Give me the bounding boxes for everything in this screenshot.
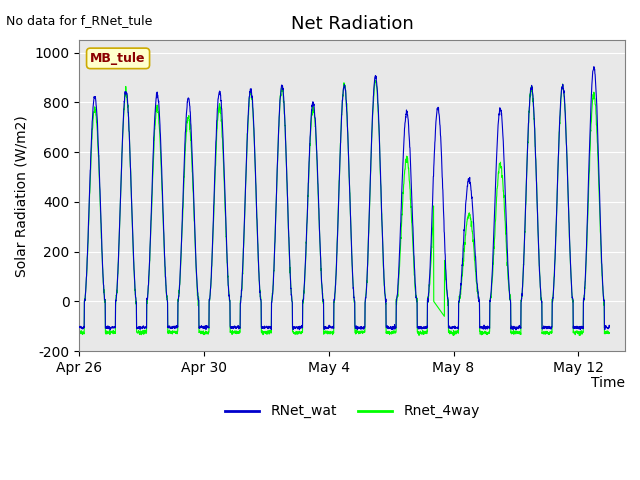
Rnet_4way (493, 183, 501, 189)
RNet_wat (76, 324, 83, 330)
Rnet_4way (367, 168, 374, 173)
Text: MB_tule: MB_tule (90, 52, 146, 65)
Text: No data for f_RNet_tule: No data for f_RNet_tule (6, 14, 153, 27)
Line: Rnet_4way: Rnet_4way (79, 80, 609, 336)
RNet_wat (367, 158, 375, 164)
RNet_wat (117, 172, 125, 178)
Rnet_4way (117, 180, 125, 186)
Title: Net Radiation: Net Radiation (291, 15, 413, 33)
RNet_wat (106, 327, 114, 333)
Rnet_4way (235, 331, 243, 336)
X-axis label: Time: Time (591, 376, 625, 390)
Rnet_4way (76, 331, 83, 337)
RNet_wat (183, 104, 191, 110)
Rnet_4way (190, 206, 198, 212)
RNet_wat (605, 324, 613, 329)
Rnet_4way (183, 120, 191, 126)
Rnet_4way (371, 77, 379, 83)
Rnet_4way (449, 333, 457, 338)
Y-axis label: Solar Radiation (W/m2): Solar Radiation (W/m2) (15, 115, 29, 276)
RNet_wat (190, 203, 198, 208)
Legend: RNet_wat, Rnet_4way: RNet_wat, Rnet_4way (219, 398, 486, 424)
RNet_wat (590, 64, 598, 70)
Line: RNet_wat: RNet_wat (79, 67, 609, 330)
Rnet_4way (605, 330, 613, 336)
RNet_wat (493, 141, 501, 146)
RNet_wat (235, 324, 243, 330)
